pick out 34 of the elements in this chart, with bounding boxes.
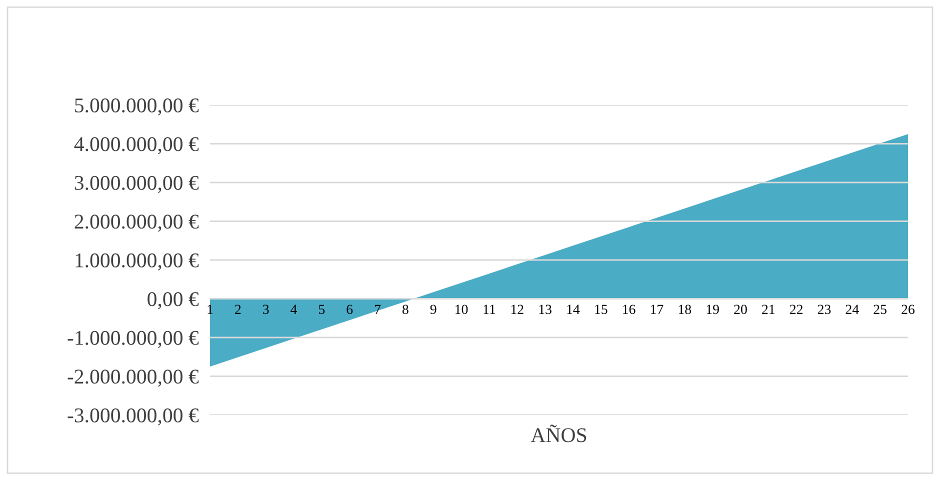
x-tick-label: 26 [902,304,915,314]
x-tick-label: 13 [539,304,552,314]
x-axis-title: AÑOS [530,424,586,442]
x-tick-label: 10 [456,304,468,314]
x-tick-label: 14 [567,304,580,314]
x-tick-label: 9 [430,304,436,314]
x-tick-label: 5 [319,304,325,314]
y-tick-label: -2.000.000,00 € [68,370,199,387]
x-tick-label: 19 [706,304,719,314]
x-tick-label: 8 [402,304,408,314]
x-tick-label: 12 [511,304,524,314]
x-tick-label: 6 [346,304,353,314]
y-tick-label: 5.000.000,00 € [75,98,199,116]
y-tick-label: 3.000.000,00 € [74,176,199,193]
x-tick-label: 21 [762,304,775,314]
x-tick-label: 16 [623,304,636,314]
x-tick-label: 3 [263,304,269,314]
x-tick-label: 4 [290,304,298,314]
x-tick-label: 22 [790,304,802,314]
y-tick-label: -1.000.000,00 € [68,330,199,348]
x-tick-label: 11 [484,304,496,314]
x-tick-label: 24 [846,304,859,314]
y-tick-label: 2.000.000,00 € [74,214,199,232]
x-tick-label: 18 [678,304,692,314]
y-tick-label: -3.000.000,00 € [68,408,199,426]
x-tick-label: 2 [235,304,241,314]
x-tick-label: 15 [595,304,608,314]
y-tick-label: 4.000.000,00 € [74,137,199,154]
y-tick-label: 0,00 € [148,292,199,310]
y-tick-label: 1.000.000,00 € [76,253,199,270]
x-tick-label: 23 [818,304,831,314]
x-tick-label: 17 [650,304,664,314]
x-tick-label: 20 [734,304,747,314]
x-tick-label: 25 [874,304,886,314]
